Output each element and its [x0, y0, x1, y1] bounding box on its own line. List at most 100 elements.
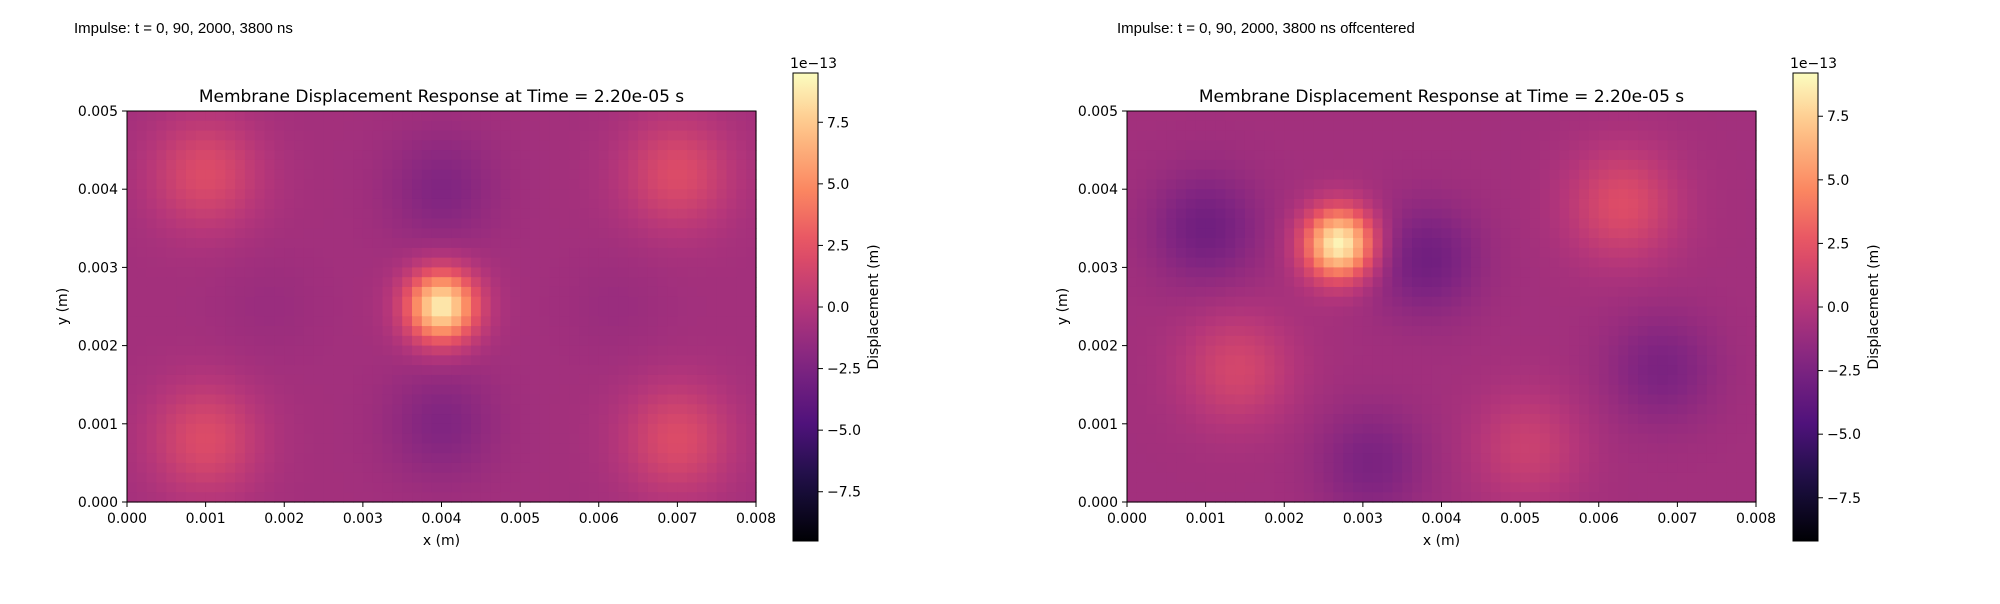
heatmap-cell — [1402, 258, 1412, 268]
heatmap-cell — [1569, 336, 1579, 346]
heatmap-cell — [383, 346, 393, 356]
heatmap-cell — [235, 492, 245, 502]
heatmap-cell — [1373, 453, 1383, 463]
heatmap-cell — [1530, 404, 1540, 414]
heatmap-cell — [147, 297, 157, 307]
heatmap-cell — [1540, 336, 1550, 346]
heatmap-cell — [324, 482, 334, 492]
heatmap-cell — [432, 131, 442, 141]
heatmap-cell — [1658, 238, 1668, 248]
heatmap-cell — [599, 219, 609, 229]
heatmap-cell — [1363, 414, 1373, 424]
heatmap-cell — [727, 336, 737, 346]
heatmap-cell — [618, 209, 628, 219]
heatmap-cell — [1274, 121, 1284, 131]
heatmap-cell — [442, 473, 452, 483]
heatmap-cell — [1137, 219, 1147, 229]
heatmap-cell — [746, 258, 756, 268]
heatmap-cell — [1658, 346, 1668, 356]
colorbar-offset-label: 1e−13 — [790, 56, 837, 72]
heatmap-cell — [638, 316, 648, 326]
heatmap-cell — [215, 492, 225, 502]
heatmap-cell — [510, 189, 520, 199]
heatmap-cell — [1333, 424, 1343, 434]
heatmap-cell — [274, 121, 284, 131]
heatmap-cell — [1736, 219, 1746, 229]
heatmap-cell — [1618, 131, 1628, 141]
heatmap-cell — [147, 424, 157, 434]
heatmap-cell — [658, 277, 668, 287]
heatmap-cell — [265, 258, 275, 268]
heatmap-cell — [1618, 121, 1628, 131]
heatmap-cell — [628, 131, 638, 141]
heatmap-cell — [1225, 277, 1235, 287]
heatmap-cell — [1245, 189, 1255, 199]
heatmap-cell — [432, 404, 442, 414]
heatmap-cell — [530, 326, 540, 336]
heatmap-cell — [471, 150, 481, 160]
heatmap-cell — [1373, 258, 1383, 268]
heatmap-cell — [1392, 189, 1402, 199]
heatmap-cell — [559, 267, 569, 277]
heatmap-cell — [422, 131, 432, 141]
heatmap-cell — [1333, 394, 1343, 404]
heatmap-cell — [1707, 140, 1717, 150]
heatmap-cell — [1432, 424, 1442, 434]
heatmap-cell — [559, 424, 569, 434]
heatmap-cell — [1235, 219, 1245, 229]
heatmap-cell — [1284, 238, 1294, 248]
heatmap-cell — [1451, 307, 1461, 317]
heatmap-cell — [1471, 336, 1481, 346]
heatmap-cell — [147, 394, 157, 404]
heatmap-cell — [520, 297, 530, 307]
heatmap-cell — [1137, 414, 1147, 424]
heatmap-cell — [1265, 424, 1275, 434]
heatmap-cell — [697, 219, 707, 229]
heatmap-cell — [304, 346, 314, 356]
heatmap-cell — [402, 160, 412, 170]
heatmap-cell — [1697, 297, 1707, 307]
heatmap-cell — [1137, 238, 1147, 248]
heatmap-cell — [402, 326, 412, 336]
heatmap-cell — [1265, 248, 1275, 258]
heatmap-cell — [618, 414, 628, 424]
heatmap-cell — [274, 228, 284, 238]
heatmap-cell — [1265, 316, 1275, 326]
heatmap-cell — [1461, 179, 1471, 189]
heatmap-cell — [1648, 199, 1658, 209]
heatmap-cell — [294, 150, 304, 160]
heatmap-cell — [1451, 228, 1461, 238]
heatmap-cell — [1461, 365, 1471, 375]
heatmap-cell — [1736, 248, 1746, 258]
heatmap-cell — [1176, 121, 1186, 131]
heatmap-cell — [658, 140, 668, 150]
heatmap-cell — [550, 267, 560, 277]
heatmap-cell — [1206, 355, 1216, 365]
heatmap-cell — [1383, 248, 1393, 258]
heatmap-cell — [1412, 307, 1422, 317]
heatmap-cell — [736, 248, 746, 258]
heatmap-cell — [1127, 404, 1137, 414]
heatmap-cell — [717, 267, 727, 277]
heatmap-cell — [638, 150, 648, 160]
heatmap-cell — [156, 307, 166, 317]
heatmap-cell — [1412, 219, 1422, 229]
heatmap-cell — [1422, 346, 1432, 356]
heatmap-cell — [1314, 209, 1324, 219]
x-tick-label: 0.007 — [657, 511, 697, 527]
heatmap-cell — [265, 209, 275, 219]
heatmap-cell — [510, 394, 520, 404]
heatmap-cell — [176, 179, 186, 189]
heatmap-cell — [1215, 287, 1225, 297]
heatmap-cell — [1432, 463, 1442, 473]
heatmap-cell — [1274, 189, 1284, 199]
heatmap-cell — [1383, 307, 1393, 317]
heatmap-cell — [638, 238, 648, 248]
heatmap-cell — [363, 365, 373, 375]
heatmap-cell — [127, 473, 137, 483]
heatmap-cell — [471, 160, 481, 170]
heatmap-cell — [687, 131, 697, 141]
heatmap-cell — [156, 267, 166, 277]
heatmap-cell — [687, 238, 697, 248]
heatmap-cell — [1422, 150, 1432, 160]
